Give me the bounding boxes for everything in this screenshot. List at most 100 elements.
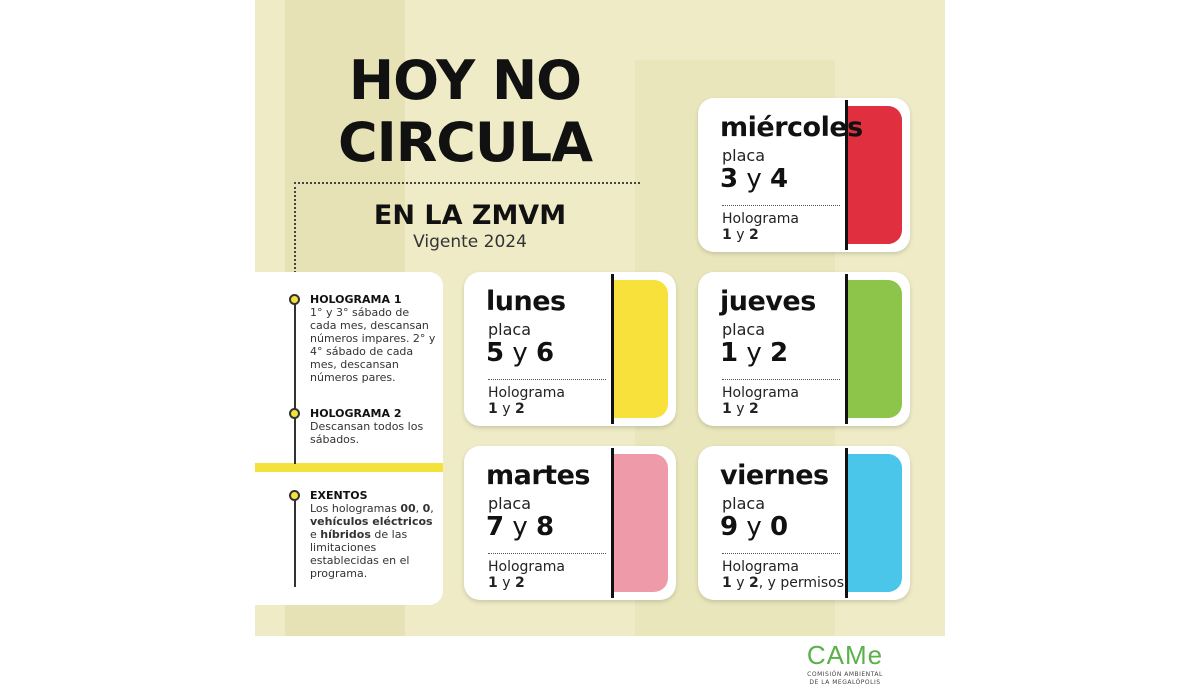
timeline-line: [294, 492, 296, 587]
plate-digit: 3: [720, 164, 739, 194]
holo-value: 2: [748, 401, 759, 417]
plate-digit: 7: [486, 512, 505, 542]
note-heading: HOLOGRAMA 2: [310, 407, 402, 420]
card-jueves: jueves placa 1 y 2 Holograma 1 y 2: [698, 272, 910, 426]
holograma-label: Holograma: [722, 385, 799, 401]
divider-line: [611, 448, 614, 598]
holo-value: 2: [748, 227, 759, 243]
day-label: viernes: [720, 460, 829, 491]
plate-numbers: 1 y 2: [720, 338, 788, 368]
holograma-values: 1 y 2: [488, 401, 525, 417]
dotted-divider: [294, 182, 640, 184]
holo-sep: y: [731, 575, 749, 591]
plate-sep: y: [746, 512, 762, 542]
card-miércoles: miércoles placa 3 y 4 Holograma 1 y 2: [698, 98, 910, 252]
placa-label: placa: [488, 320, 532, 339]
info-panel: [255, 272, 443, 605]
bullet-icon: [289, 294, 300, 305]
holo-value: 1: [722, 401, 732, 417]
color-bar: [848, 280, 902, 418]
plate-numbers: 9 y 0: [720, 512, 788, 542]
title-line: CIRCULA: [338, 111, 593, 174]
holo-sep: y: [497, 401, 515, 417]
note-bold: vehículos eléctricos: [310, 515, 433, 528]
holograma-values: 1 y 2: [722, 227, 759, 243]
note-text: ,: [430, 502, 434, 515]
divider-line: [845, 274, 848, 424]
holograma-label: Holograma: [488, 559, 565, 575]
day-label: lunes: [486, 286, 566, 317]
placa-label: placa: [488, 494, 532, 513]
color-bar: [614, 454, 668, 592]
logo-mark: CAMe: [806, 640, 884, 670]
timeline-line: [294, 298, 296, 464]
plate-digit: 8: [536, 512, 555, 542]
dotted-divider: [722, 379, 840, 380]
plate-numbers: 5 y 6: [486, 338, 554, 368]
note-text: ,: [415, 502, 423, 515]
note-bold: 00: [400, 502, 416, 515]
holo-sep: y: [731, 401, 749, 417]
dotted-divider: [722, 205, 840, 206]
plate-sep: y: [746, 164, 762, 194]
bullet-icon: [289, 408, 300, 419]
note-text: e: [310, 528, 321, 541]
plate-digit: 6: [536, 338, 555, 368]
note-holograma-2: HOLOGRAMA 2 Descansan todos los sábados.: [310, 407, 438, 446]
placa-label: placa: [722, 494, 766, 513]
plate-sep: y: [512, 512, 528, 542]
dotted-divider: [722, 553, 840, 554]
holograma-label: Holograma: [722, 559, 799, 575]
holo-value: 2: [514, 575, 525, 591]
placa-label: placa: [722, 320, 766, 339]
holo-value: 1: [722, 575, 732, 591]
plate-digit: 9: [720, 512, 739, 542]
page-title: HOY NO CIRCULA: [300, 50, 630, 174]
holograma-values: 1 y 2: [722, 401, 759, 417]
holo-sep: y: [497, 575, 515, 591]
card-martes: martes placa 7 y 8 Holograma 1 y 2: [464, 446, 676, 600]
holo-sep: y: [731, 227, 749, 243]
yellow-band: [255, 463, 443, 472]
note-bold: 0: [422, 502, 431, 515]
note-heading: HOLOGRAMA 1: [310, 293, 402, 306]
day-label: jueves: [720, 286, 816, 317]
plate-numbers: 3 y 4: [720, 164, 788, 194]
note-text: Descansan todos los sábados.: [310, 420, 424, 446]
plate-digit: 0: [770, 512, 789, 542]
divider-line: [845, 448, 848, 598]
plate-numbers: 7 y 8: [486, 512, 554, 542]
validity-label: Vigente 2024: [413, 232, 527, 252]
holograma-label: Holograma: [722, 211, 799, 227]
plate-digit: 1: [720, 338, 739, 368]
note-heading: EXENTOS: [310, 489, 368, 502]
day-label: martes: [486, 460, 590, 491]
divider-line: [611, 274, 614, 424]
holo-value: 1: [488, 401, 498, 417]
day-label: miércoles: [720, 112, 863, 143]
holo-extra: , y permisos: [758, 575, 845, 591]
title-line: HOY NO: [348, 49, 582, 112]
subtitle: EN LA ZMVM: [373, 200, 567, 231]
dotted-connector: [294, 182, 296, 297]
holo-value: 1: [488, 575, 498, 591]
color-bar: [848, 106, 902, 244]
plate-digit: 4: [770, 164, 789, 194]
plate-sep: y: [512, 338, 528, 368]
came-logo: CAMe COMISIÓN AMBIENTAL DE LA MEGALÓPOLI…: [790, 640, 900, 687]
color-bar: [848, 454, 902, 592]
card-viernes: viernes placa 9 y 0 Holograma 1 y 2, y p…: [698, 446, 910, 600]
note-holograma-1: HOLOGRAMA 1 1° y 3° sábado de cada mes, d…: [310, 293, 438, 384]
holo-value: 1: [722, 227, 732, 243]
note-exentos: EXENTOS Los hologramas 00, 0, vehículos e…: [310, 489, 438, 580]
dotted-divider: [488, 379, 606, 380]
note-bold: híbridos: [320, 528, 371, 541]
logo-text: COMISIÓN AMBIENTAL: [807, 671, 883, 678]
logo-text: DE LA MEGALÓPOLIS: [809, 679, 881, 686]
plate-digit: 2: [770, 338, 789, 368]
divider-line: [845, 100, 848, 250]
holo-value: 2: [514, 401, 525, 417]
note-text: de las limitaciones establecidas en el p…: [310, 528, 410, 580]
plate-sep: y: [746, 338, 762, 368]
holo-value: 2: [748, 575, 759, 591]
